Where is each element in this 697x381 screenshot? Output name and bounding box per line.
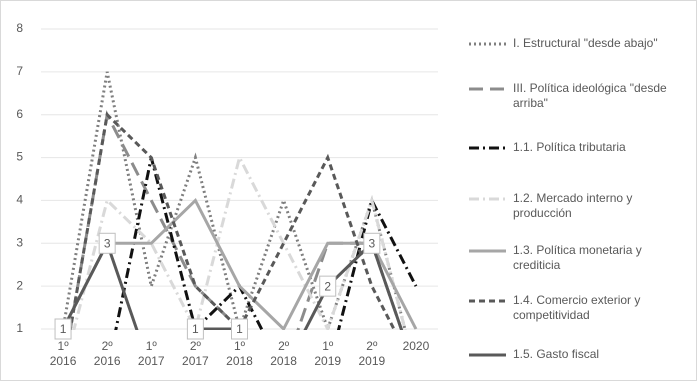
data-label-box [231, 318, 248, 340]
x-tick-label: 1º 2017 [137, 339, 165, 368]
data-label-box [98, 232, 116, 254]
legend-label: 1.2. Mercado interno y producción [513, 191, 633, 220]
legend-label: 1.3. Política monetaria y crediticia [513, 243, 642, 272]
y-tick-label: 6 [16, 107, 23, 121]
data-label: 1 [236, 322, 243, 336]
x-tick-label: 1º 2018 [226, 339, 253, 368]
y-tick-label: 5 [16, 150, 23, 164]
data-label: 3 [368, 236, 375, 250]
x-tick-label: 2020 [402, 339, 430, 353]
y-tick-label: 2 [16, 278, 23, 292]
x-tick-label: 2º 2019 [358, 339, 386, 368]
data-label: 2 [324, 279, 331, 293]
legend-label: 1.1. Política tributaria [513, 140, 626, 154]
data-label-box [54, 318, 72, 340]
legend-label: 1.4. Comercio exterior y competitividad [513, 293, 641, 322]
y-tick-label: 4 [16, 193, 23, 207]
data-label: 3 [104, 236, 111, 250]
x-tick-label: 2º 2016 [93, 339, 121, 368]
legend-label: 1.5. Gasto fiscal [513, 347, 600, 361]
legend-label: I. Estructural "desde abajo" [513, 36, 658, 50]
data-label: 1 [60, 322, 67, 336]
legend-label: III. Política ideológica "desde arriba" [513, 81, 667, 110]
data-label-box [186, 318, 204, 340]
x-tick-label: 1º 2019 [314, 339, 342, 368]
series-line [68, 111, 397, 330]
y-tick-label: 7 [16, 64, 23, 78]
x-tick-label: 2º 2018 [270, 339, 297, 368]
x-tick-label: 1º 2016 [49, 339, 77, 368]
y-tick-label: 8 [16, 21, 23, 35]
data-label-box [319, 275, 337, 297]
y-tick-label: 1 [16, 321, 23, 335]
data-label-box [363, 232, 381, 254]
x-tick-label: 2º 2017 [182, 339, 209, 368]
data-label: 1 [192, 322, 199, 336]
y-tick-label: 3 [16, 235, 23, 249]
